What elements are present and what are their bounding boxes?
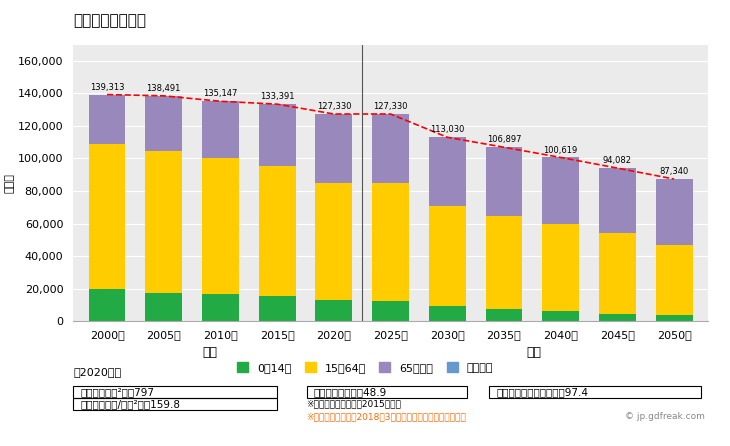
Text: 〠2020年】: 〠2020年】 xyxy=(73,367,121,377)
Bar xyxy=(656,314,693,321)
Bar xyxy=(88,289,126,321)
Text: 133,391: 133,391 xyxy=(260,92,294,101)
Bar xyxy=(485,216,523,309)
Bar xyxy=(599,233,636,314)
Bar xyxy=(202,101,239,158)
Text: 135,147: 135,147 xyxy=(203,89,238,99)
Bar xyxy=(372,183,409,301)
Bar xyxy=(258,166,296,296)
Bar xyxy=(88,144,126,289)
Text: 106,897: 106,897 xyxy=(487,135,521,145)
Text: 実績: 実績 xyxy=(203,346,218,359)
Text: ※図中の点線は前回2018年3月公表の「将来人口推計」の値: ※図中の点線は前回2018年3月公表の「将来人口推計」の値 xyxy=(307,413,466,421)
Text: 予測: 予測 xyxy=(526,346,541,359)
Bar xyxy=(542,157,579,223)
Text: 94,082: 94,082 xyxy=(603,156,632,165)
Bar xyxy=(372,301,409,321)
Text: 人口密度（人/ｫｭ²）　159.8: 人口密度（人/ｫｭ²） 159.8 xyxy=(80,399,180,409)
Bar xyxy=(202,158,239,294)
Text: 127,330: 127,330 xyxy=(373,102,408,111)
Text: 87,340: 87,340 xyxy=(659,167,688,176)
Bar xyxy=(542,311,579,321)
Y-axis label: （人）: （人） xyxy=(5,173,15,193)
Text: ※昼夜間人口比率のみ2015年時点: ※昼夜間人口比率のみ2015年時点 xyxy=(307,399,402,408)
Bar xyxy=(145,151,182,293)
Bar xyxy=(315,183,353,300)
Text: 平均年齢（歳）　48.9: 平均年齢（歳） 48.9 xyxy=(314,387,387,396)
Bar xyxy=(485,147,523,216)
Bar xyxy=(429,137,466,206)
Bar xyxy=(429,206,466,306)
Text: 昼夜間人口比率（％）　97.4: 昼夜間人口比率（％） 97.4 xyxy=(496,387,588,396)
Legend: 0～14歳, 15～64歳, 65歳以上, 年齢不詳: 0～14歳, 15～64歳, 65歳以上, 年齢不詳 xyxy=(232,358,498,377)
Bar xyxy=(258,104,296,166)
Text: 113,030: 113,030 xyxy=(430,125,464,134)
Text: 大崎市の人口推移: 大崎市の人口推移 xyxy=(73,13,146,29)
Bar xyxy=(372,114,409,183)
Bar xyxy=(315,114,353,183)
Bar xyxy=(145,293,182,321)
Bar xyxy=(429,306,466,321)
Text: 総面積（ｫｭ²）　797: 総面積（ｫｭ²） 797 xyxy=(80,387,154,397)
Text: 139,313: 139,313 xyxy=(90,83,124,91)
Bar xyxy=(145,96,182,151)
Text: 138,491: 138,491 xyxy=(147,84,181,93)
Bar xyxy=(202,294,239,321)
Text: © jp.gdfreak.com: © jp.gdfreak.com xyxy=(625,413,704,421)
Bar xyxy=(656,245,693,314)
Bar xyxy=(485,309,523,321)
Bar xyxy=(599,168,636,233)
Bar xyxy=(88,95,126,144)
Bar xyxy=(258,296,296,321)
Text: 100,619: 100,619 xyxy=(544,145,577,154)
Bar xyxy=(656,179,693,245)
Bar xyxy=(542,223,579,311)
Bar xyxy=(599,314,636,321)
Text: 127,330: 127,330 xyxy=(317,102,351,111)
Bar xyxy=(315,300,353,321)
